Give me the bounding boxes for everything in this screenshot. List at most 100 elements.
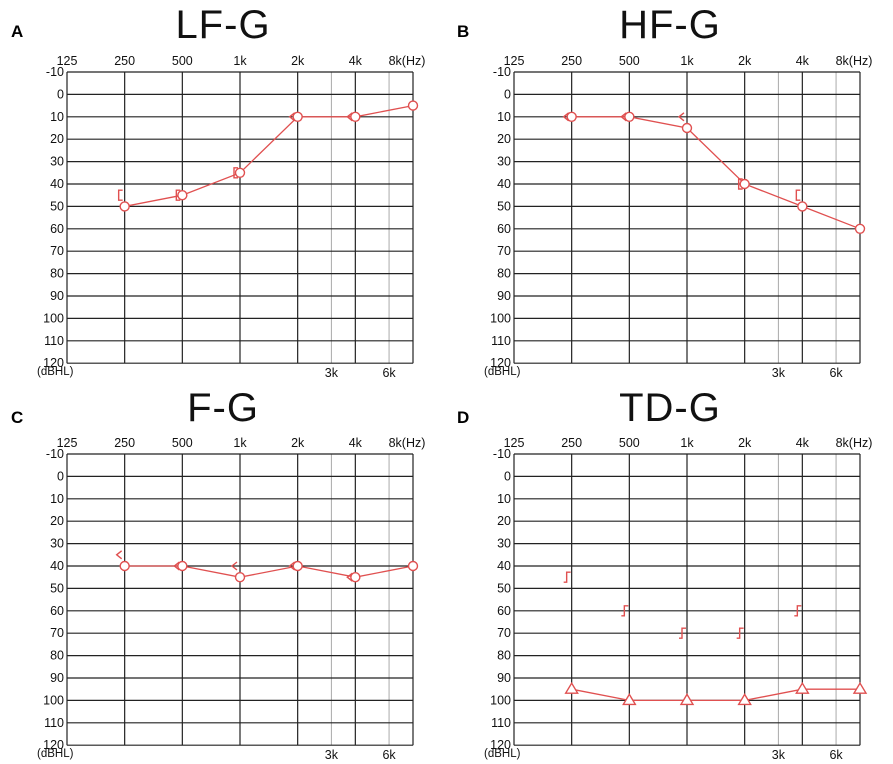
y-tick-label: 40: [497, 177, 511, 191]
y-unit-label: (dBHL): [37, 366, 74, 378]
x-tick-label: 250: [561, 436, 582, 450]
y-tick-label: 70: [50, 626, 64, 640]
y-tick-label: 20: [497, 132, 511, 146]
y-tick-label: 30: [497, 155, 511, 169]
y-unit-label: (dBHL): [484, 366, 521, 378]
bone-conduction-marker: [233, 167, 238, 179]
y-tick-label: 50: [50, 199, 64, 213]
bone-conduction-marker: [563, 571, 571, 583]
x-tick-label: 500: [172, 436, 193, 450]
panel-letter: D: [457, 408, 470, 427]
air-conduction-marker: [292, 560, 303, 572]
x-tick-label: 1k: [233, 436, 247, 450]
x-tick-label: 1k: [680, 54, 694, 68]
air-conduction-marker: [177, 560, 188, 572]
panel-letter: B: [457, 22, 470, 41]
air-conduction-marker: [564, 681, 579, 694]
y-tick-label: 0: [57, 87, 64, 101]
y-tick-label: 50: [497, 199, 511, 213]
y-tick-label: -10: [493, 447, 511, 461]
panel-title: HF-G: [619, 3, 721, 47]
panel-letter: A: [11, 22, 24, 41]
audiogram-chart: 125 250 500 1k 2k 4k 8k(Hz) 3k 6k -10 0 10 20 30 40 50 6…: [37, 54, 426, 380]
x-tick-label: 2k: [291, 436, 305, 450]
air-conduction-line: [571, 116, 861, 230]
bone-conduction-marker: [679, 627, 686, 639]
x-mid-label: 3k: [325, 366, 339, 380]
y-tick-label: 80: [497, 267, 511, 281]
panel-a: A LF-G 125 250 500 1k 2k 4k 8k(Hz) 3k 6k -10 0 10 20…: [0, 0, 446, 382]
y-tick-label: 10: [50, 110, 64, 124]
y-tick-label: 30: [50, 155, 64, 169]
air-conduction-marker: [681, 122, 693, 134]
y-tick-label: 10: [497, 492, 511, 506]
x-mid-label: 6k: [829, 366, 843, 380]
air-conduction-marker: [119, 560, 130, 572]
x-tick-label: 125: [504, 54, 525, 68]
x-tick-label: 2k: [738, 436, 752, 450]
y-tick-label: 100: [490, 311, 511, 325]
y-tick-label: 30: [50, 537, 64, 551]
bone-conduction-marker: [794, 605, 802, 617]
x-tick-label: 8k(Hz): [389, 54, 426, 68]
x-tick-label: 250: [561, 54, 582, 68]
audiogram-chart: 125 250 500 1k 2k 4k 8k(Hz) 3k 6k -10 0 10 20 30 40 50 6…: [37, 436, 426, 762]
x-tick-label: 250: [114, 54, 135, 68]
y-tick-label: 90: [50, 671, 64, 685]
y-tick-label: 50: [50, 581, 64, 595]
air-conduction-marker: [852, 681, 868, 694]
y-tick-label: 40: [497, 559, 511, 573]
air-conduction-marker: [624, 111, 635, 123]
y-tick-label: 90: [497, 671, 511, 685]
y-tick-label: 40: [50, 177, 64, 191]
y-unit-label: (dBHL): [37, 748, 74, 760]
bone-conduction-marker: [677, 112, 685, 122]
panel-d: D TD-G 125 250 500 1k 2k 4k 8k(Hz) 3k 6k -10 0 10 20…: [447, 382, 893, 764]
x-mid-label: 3k: [325, 748, 339, 762]
x-tick-label: 500: [172, 54, 193, 68]
y-tick-label: 90: [497, 289, 511, 303]
y-tick-label: 80: [497, 649, 511, 663]
y-tick-label: 10: [497, 110, 511, 124]
y-tick-label: 30: [497, 537, 511, 551]
x-tick-label: 2k: [738, 54, 752, 68]
bone-conduction-marker: [288, 112, 296, 122]
y-tick-label: 20: [497, 514, 511, 528]
air-conduction-marker: [797, 201, 808, 212]
air-conduction-marker: [407, 100, 419, 111]
y-tick-label: 90: [50, 289, 64, 303]
bone-conduction-marker: [737, 178, 743, 190]
y-tick-label: 60: [497, 222, 511, 236]
x-tick-label: 8k(Hz): [389, 436, 426, 450]
y-tick-label: 10: [50, 492, 64, 506]
x-tick-label: 1k: [680, 436, 694, 450]
y-tick-label: -10: [46, 447, 64, 461]
x-mid-label: 6k: [382, 748, 396, 762]
y-tick-label: 100: [43, 693, 64, 707]
y-tick-label: 120: [490, 738, 511, 752]
y-tick-label: -10: [46, 65, 64, 79]
y-tick-label: 120: [43, 356, 64, 370]
air-conduction-line: [571, 688, 860, 702]
y-tick-label: 0: [504, 469, 511, 483]
x-tick-label: 125: [57, 436, 78, 450]
panel-b: B HF-G 125 250 500 1k 2k 4k 8k(Hz) 3k 6k -10 0 10 20…: [447, 0, 893, 382]
bone-conduction-marker: [115, 550, 123, 560]
y-tick-label: 120: [490, 356, 511, 370]
y-tick-label: 100: [43, 311, 64, 325]
y-tick-label: 70: [497, 626, 511, 640]
panel-letter: C: [11, 408, 24, 427]
air-conduction-marker: [177, 189, 188, 201]
x-tick-label: 1k: [233, 54, 247, 68]
x-mid-label: 6k: [829, 748, 843, 762]
air-conduction-marker: [622, 693, 637, 706]
air-conduction-marker: [739, 178, 750, 190]
y-tick-label: 60: [497, 604, 511, 618]
x-tick-label: 125: [57, 54, 78, 68]
bone-conduction-marker: [175, 189, 181, 201]
air-conduction-line: [124, 104, 414, 208]
y-tick-label: 120: [43, 738, 64, 752]
y-tick-label: 0: [57, 469, 64, 483]
y-tick-label: 40: [50, 559, 64, 573]
x-tick-label: 500: [619, 436, 640, 450]
